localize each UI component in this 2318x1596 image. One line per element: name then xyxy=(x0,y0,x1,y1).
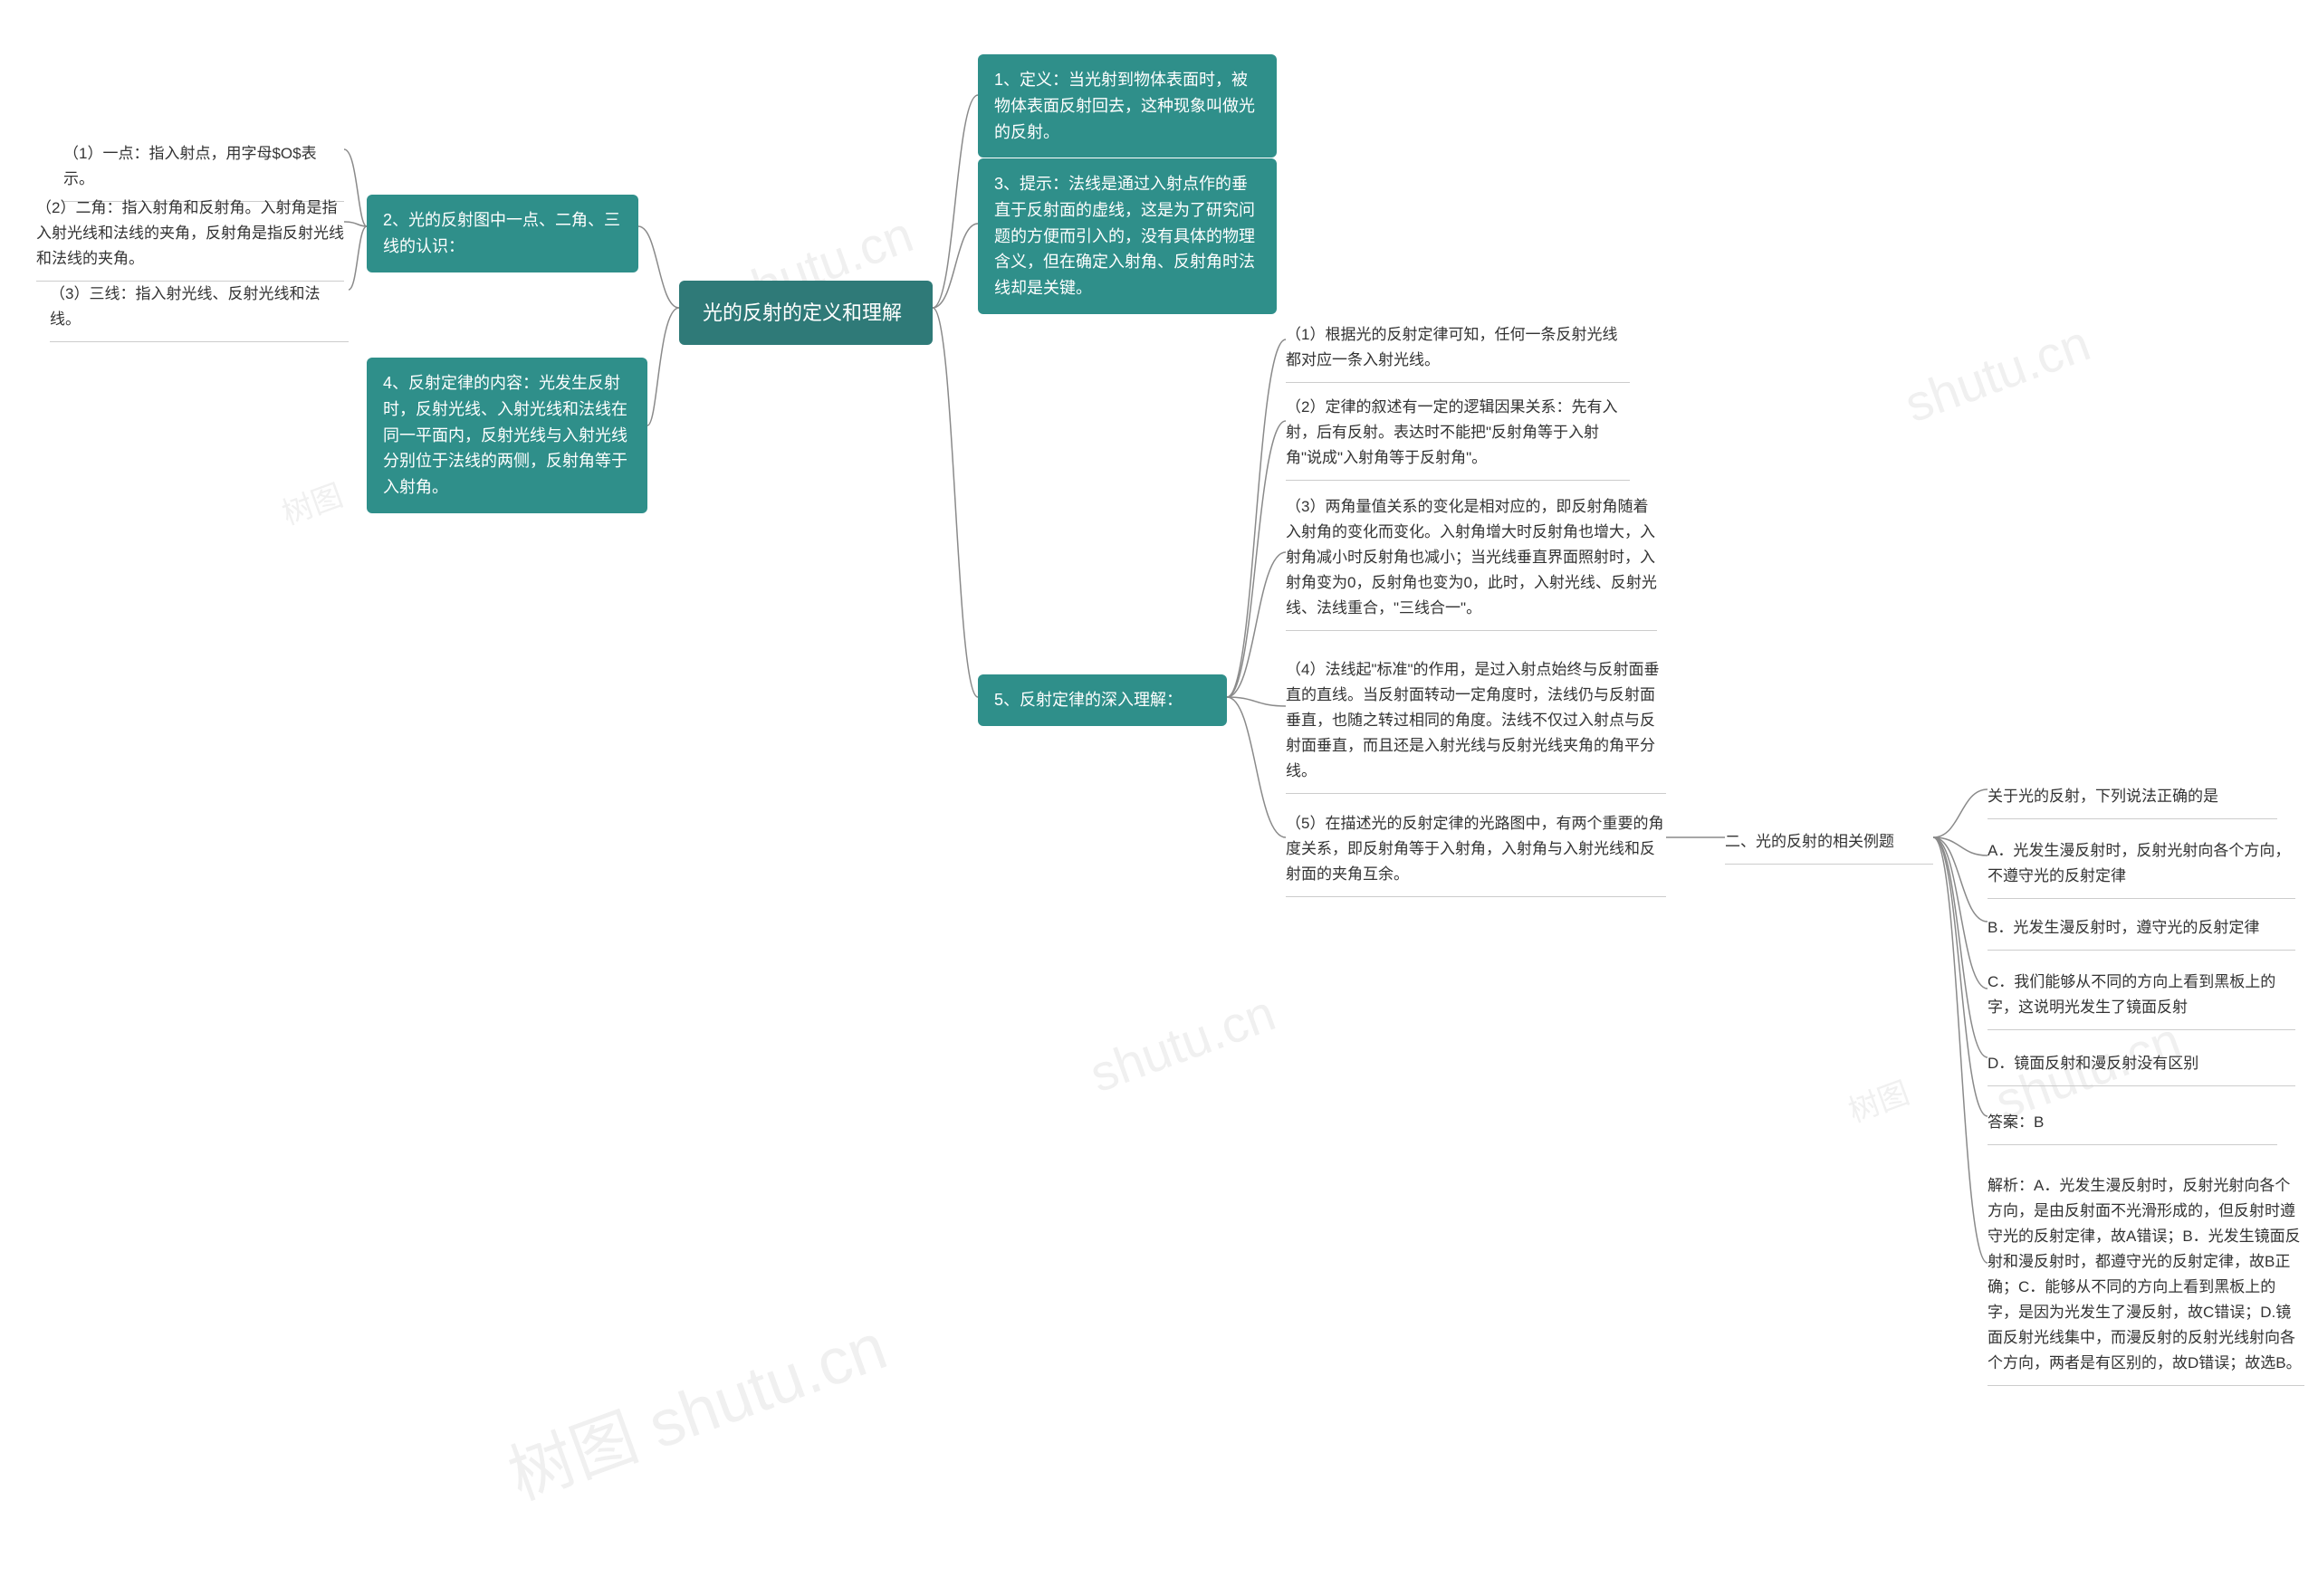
leaf-text: 二、光的反射的相关例题 xyxy=(1725,824,1933,865)
leaf-text: （2）定律的叙述有一定的逻辑因果关系：先有入射，后有反射。表达时不能把"反射角等… xyxy=(1286,389,1630,481)
node-hint[interactable]: 3、提示：法线是通过入射点作的垂直于反射面的虚线，这是为了研究问题的方便而引入的… xyxy=(978,158,1277,314)
leaf-node[interactable]: C．我们能够从不同的方向上看到黑板上的字，这说明光发生了镜面反射 xyxy=(1988,964,2295,1030)
edge xyxy=(344,149,367,226)
node-label: 3、提示：法线是通过入射点作的垂直于反射面的虚线，这是为了研究问题的方便而引入的… xyxy=(978,158,1277,314)
leaf-node[interactable]: （4）法线起"标准"的作用，是过入射点始终与反射面垂直的直线。当反射面转动一定角… xyxy=(1286,652,1666,794)
root-node[interactable]: 光的反射的定义和理解 xyxy=(679,281,933,345)
leaf-node[interactable]: A．光发生漫反射时，反射光射向各个方向，不遵守光的反射定律 xyxy=(1988,833,2295,899)
edge xyxy=(933,308,978,697)
edge xyxy=(1933,837,1988,1263)
edge xyxy=(1227,697,1286,706)
node-definition[interactable]: 1、定义：当光射到物体表面时，被物体表面反射回去，这种现象叫做光的反射。 xyxy=(978,54,1277,158)
leaf-node[interactable]: 关于光的反射，下列说法正确的是 xyxy=(1988,779,2277,819)
node-example-title[interactable]: 二、光的反射的相关例题 xyxy=(1725,824,1933,865)
leaf-text: C．我们能够从不同的方向上看到黑板上的字，这说明光发生了镜面反射 xyxy=(1988,964,2295,1030)
leaf-node[interactable]: （5）在描述光的反射定律的光路图中，有两个重要的角度关系，即反射角等于入射角，入… xyxy=(1286,806,1666,897)
node-label: 1、定义：当光射到物体表面时，被物体表面反射回去，这种现象叫做光的反射。 xyxy=(978,54,1277,158)
edge xyxy=(647,308,679,425)
edge xyxy=(1933,837,1988,989)
leaf-node[interactable]: （2）二角：指入射角和反射角。入射角是指入射光线和法线的夹角，反射角是指反射光线… xyxy=(36,190,344,282)
node-diagram-elements[interactable]: 2、光的反射图中一点、二角、三线的认识： xyxy=(367,195,638,272)
leaf-text: （3）两角量值关系的变化是相对应的，即反射角随着入射角的变化而变化。入射角增大时… xyxy=(1286,489,1657,631)
leaf-text: （2）二角：指入射角和反射角。入射角是指入射光线和法线的夹角，反射角是指反射光线… xyxy=(36,190,344,282)
leaf-node-explanation[interactable]: 解析：A．光发生漫反射时，反射光射向各个方向，是由反射面不光滑形成的，但反射时遵… xyxy=(1988,1168,2304,1386)
edge xyxy=(1933,837,1988,1057)
leaf-text: A．光发生漫反射时，反射光射向各个方向，不遵守光的反射定律 xyxy=(1988,833,2295,899)
leaf-text: 关于光的反射，下列说法正确的是 xyxy=(1988,779,2277,819)
node-deep-understanding[interactable]: 5、反射定律的深入理解： xyxy=(978,674,1227,726)
edge xyxy=(1227,421,1286,697)
edge xyxy=(349,226,367,290)
watermark: 树图 shutu.cn xyxy=(493,1294,897,1518)
leaf-text: （5）在描述光的反射定律的光路图中，有两个重要的角度关系，即反射角等于入射角，入… xyxy=(1286,806,1666,897)
leaf-node[interactable]: （3）两角量值关系的变化是相对应的，即反射角随着入射角的变化而变化。入射角增大时… xyxy=(1286,489,1657,631)
leaf-text: （1）根据光的反射定律可知，任何一条反射光线都对应一条入射光线。 xyxy=(1286,317,1630,383)
watermark: shutu.cn xyxy=(1082,983,1282,1104)
node-law-content[interactable]: 4、反射定律的内容：光发生反射时，反射光线、入射光线和法线在同一平面内，反射光线… xyxy=(367,358,647,513)
edge xyxy=(1933,837,1988,855)
watermark: shutu.cn xyxy=(1897,313,2097,434)
edge xyxy=(933,224,978,308)
leaf-node[interactable]: （2）定律的叙述有一定的逻辑因果关系：先有入射，后有反射。表达时不能把"反射角等… xyxy=(1286,389,1630,481)
leaf-text: （3）三线：指入射光线、反射光线和法线。 xyxy=(50,276,349,342)
leaf-text: D．镜面反射和漫反射没有区别 xyxy=(1988,1046,2295,1086)
leaf-text: 解析：A．光发生漫反射时，反射光射向各个方向，是由反射面不光滑形成的，但反射时遵… xyxy=(1988,1168,2304,1386)
root-label: 光的反射的定义和理解 xyxy=(679,281,933,345)
edge xyxy=(638,226,679,308)
leaf-node[interactable]: B．光发生漫反射时，遵守光的反射定律 xyxy=(1988,910,2295,951)
leaf-node[interactable]: D．镜面反射和漫反射没有区别 xyxy=(1988,1046,2295,1086)
watermark: 树图 xyxy=(1842,1068,1915,1131)
node-label: 2、光的反射图中一点、二角、三线的认识： xyxy=(367,195,638,272)
watermark: 树图 xyxy=(275,471,349,533)
node-label: 5、反射定律的深入理解： xyxy=(978,674,1227,726)
edge xyxy=(1933,837,1988,1116)
leaf-node[interactable]: （1）根据光的反射定律可知，任何一条反射光线都对应一条入射光线。 xyxy=(1286,317,1630,383)
edge xyxy=(1933,837,1988,922)
leaf-text: （4）法线起"标准"的作用，是过入射点始终与反射面垂直的直线。当反射面转动一定角… xyxy=(1286,652,1666,794)
edge xyxy=(1933,789,1988,837)
leaf-text: B．光发生漫反射时，遵守光的反射定律 xyxy=(1988,910,2295,951)
leaf-text: 答案：B xyxy=(1988,1104,2277,1145)
edge xyxy=(933,95,978,308)
node-label: 4、反射定律的内容：光发生反射时，反射光线、入射光线和法线在同一平面内，反射光线… xyxy=(367,358,647,513)
edge xyxy=(1227,339,1286,697)
edge xyxy=(1227,697,1286,837)
leaf-node-answer[interactable]: 答案：B xyxy=(1988,1104,2277,1145)
edge xyxy=(344,222,367,226)
leaf-node[interactable]: （3）三线：指入射光线、反射光线和法线。 xyxy=(50,276,349,342)
edge xyxy=(1227,552,1286,697)
